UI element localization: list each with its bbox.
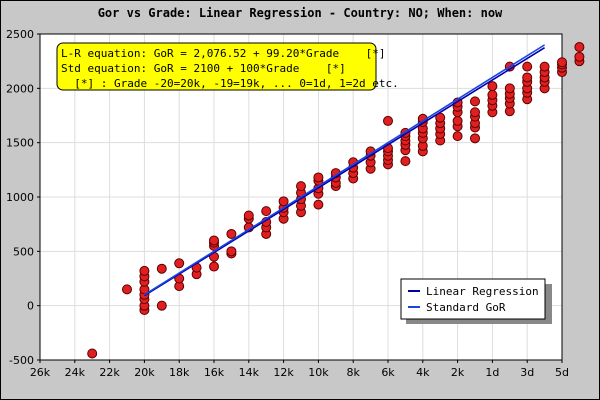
data-point (122, 284, 132, 295)
plot-border (39, 33, 563, 361)
x-tick-label: 2k (451, 366, 465, 379)
data-point (470, 96, 480, 107)
data-point (174, 258, 185, 269)
x-tick-label: 16k (204, 366, 225, 379)
x-tick-label: 12k (273, 366, 294, 379)
legend-box (400, 278, 546, 320)
data-point (313, 199, 324, 210)
x-tick-label: 14k (239, 366, 260, 379)
y-tick-label: 500 (13, 245, 34, 258)
chart-title: Gor vs Grade: Linear Regression - Countr… (98, 6, 503, 20)
y-tick-label: 0 (27, 300, 34, 313)
data-point (383, 115, 393, 126)
data-point (261, 206, 272, 217)
x-tick-label: 4k (416, 366, 430, 379)
legend-label-standard-gor: Standard GoR (426, 301, 506, 314)
legend: Linear Regression Standard GoR (400, 278, 552, 324)
data-point (539, 61, 550, 72)
annotation-line-2: Std equation: GoR = 2100 + 100*Grade [*] (61, 62, 346, 75)
data-point (243, 210, 254, 221)
x-tick-label: 1d (485, 366, 499, 379)
data-point (470, 107, 480, 118)
series-line-standard-gor (143, 44, 546, 296)
y-tick-label: -500 (9, 354, 34, 367)
data-point (452, 115, 463, 126)
data-point (226, 228, 237, 239)
data-point (522, 61, 533, 72)
data-point (574, 42, 585, 53)
data-point (87, 348, 98, 359)
data-point (487, 81, 498, 92)
data-point (557, 57, 567, 68)
x-tick-label: 20k (134, 366, 155, 379)
y-tick-label: 1000 (6, 191, 34, 204)
data-point (400, 156, 411, 167)
data-point (209, 261, 219, 272)
x-tick-label: 6k (381, 366, 395, 379)
data-point (452, 131, 463, 142)
annotation-box (56, 42, 377, 91)
data-point (278, 196, 289, 207)
x-tick-label: 18k (169, 366, 190, 379)
data-point (156, 263, 167, 274)
legend-label-linear-regression: Linear Regression (426, 285, 539, 298)
y-tick-label: 1500 (6, 137, 34, 150)
data-point (504, 83, 515, 94)
series-line-linear-regression (143, 47, 546, 297)
data-point (156, 300, 167, 311)
data-point (470, 133, 480, 144)
equation-annotation: L-R equation: GoR = 2,076.52 + 99.20*Gra… (56, 42, 399, 91)
x-tick-label: 26k (30, 366, 51, 379)
x-tick-label: 3d (520, 366, 534, 379)
data-point (522, 72, 533, 83)
y-tick-label: 2500 (6, 28, 34, 41)
data-point (574, 51, 585, 62)
x-tick-label: 5d (555, 366, 569, 379)
data-point (209, 235, 219, 246)
x-tick-label: 10k (308, 366, 329, 379)
data-point (487, 89, 498, 100)
annotation-line-3: [*] : Grade -20=20k, -19=19k, ... 0=1d, … (61, 77, 399, 90)
x-tick-label: 8k (347, 366, 361, 379)
x-tick-label: 22k (99, 366, 120, 379)
x-tick-label: 24k (65, 366, 86, 379)
data-point (139, 265, 150, 276)
data-point (296, 181, 306, 192)
data-point (226, 246, 237, 257)
annotation-line-1: L-R equation: GoR = 2,076.52 + 99.20*Gra… (61, 47, 386, 60)
y-tick-label: 2000 (6, 82, 34, 95)
data-point (313, 172, 324, 183)
